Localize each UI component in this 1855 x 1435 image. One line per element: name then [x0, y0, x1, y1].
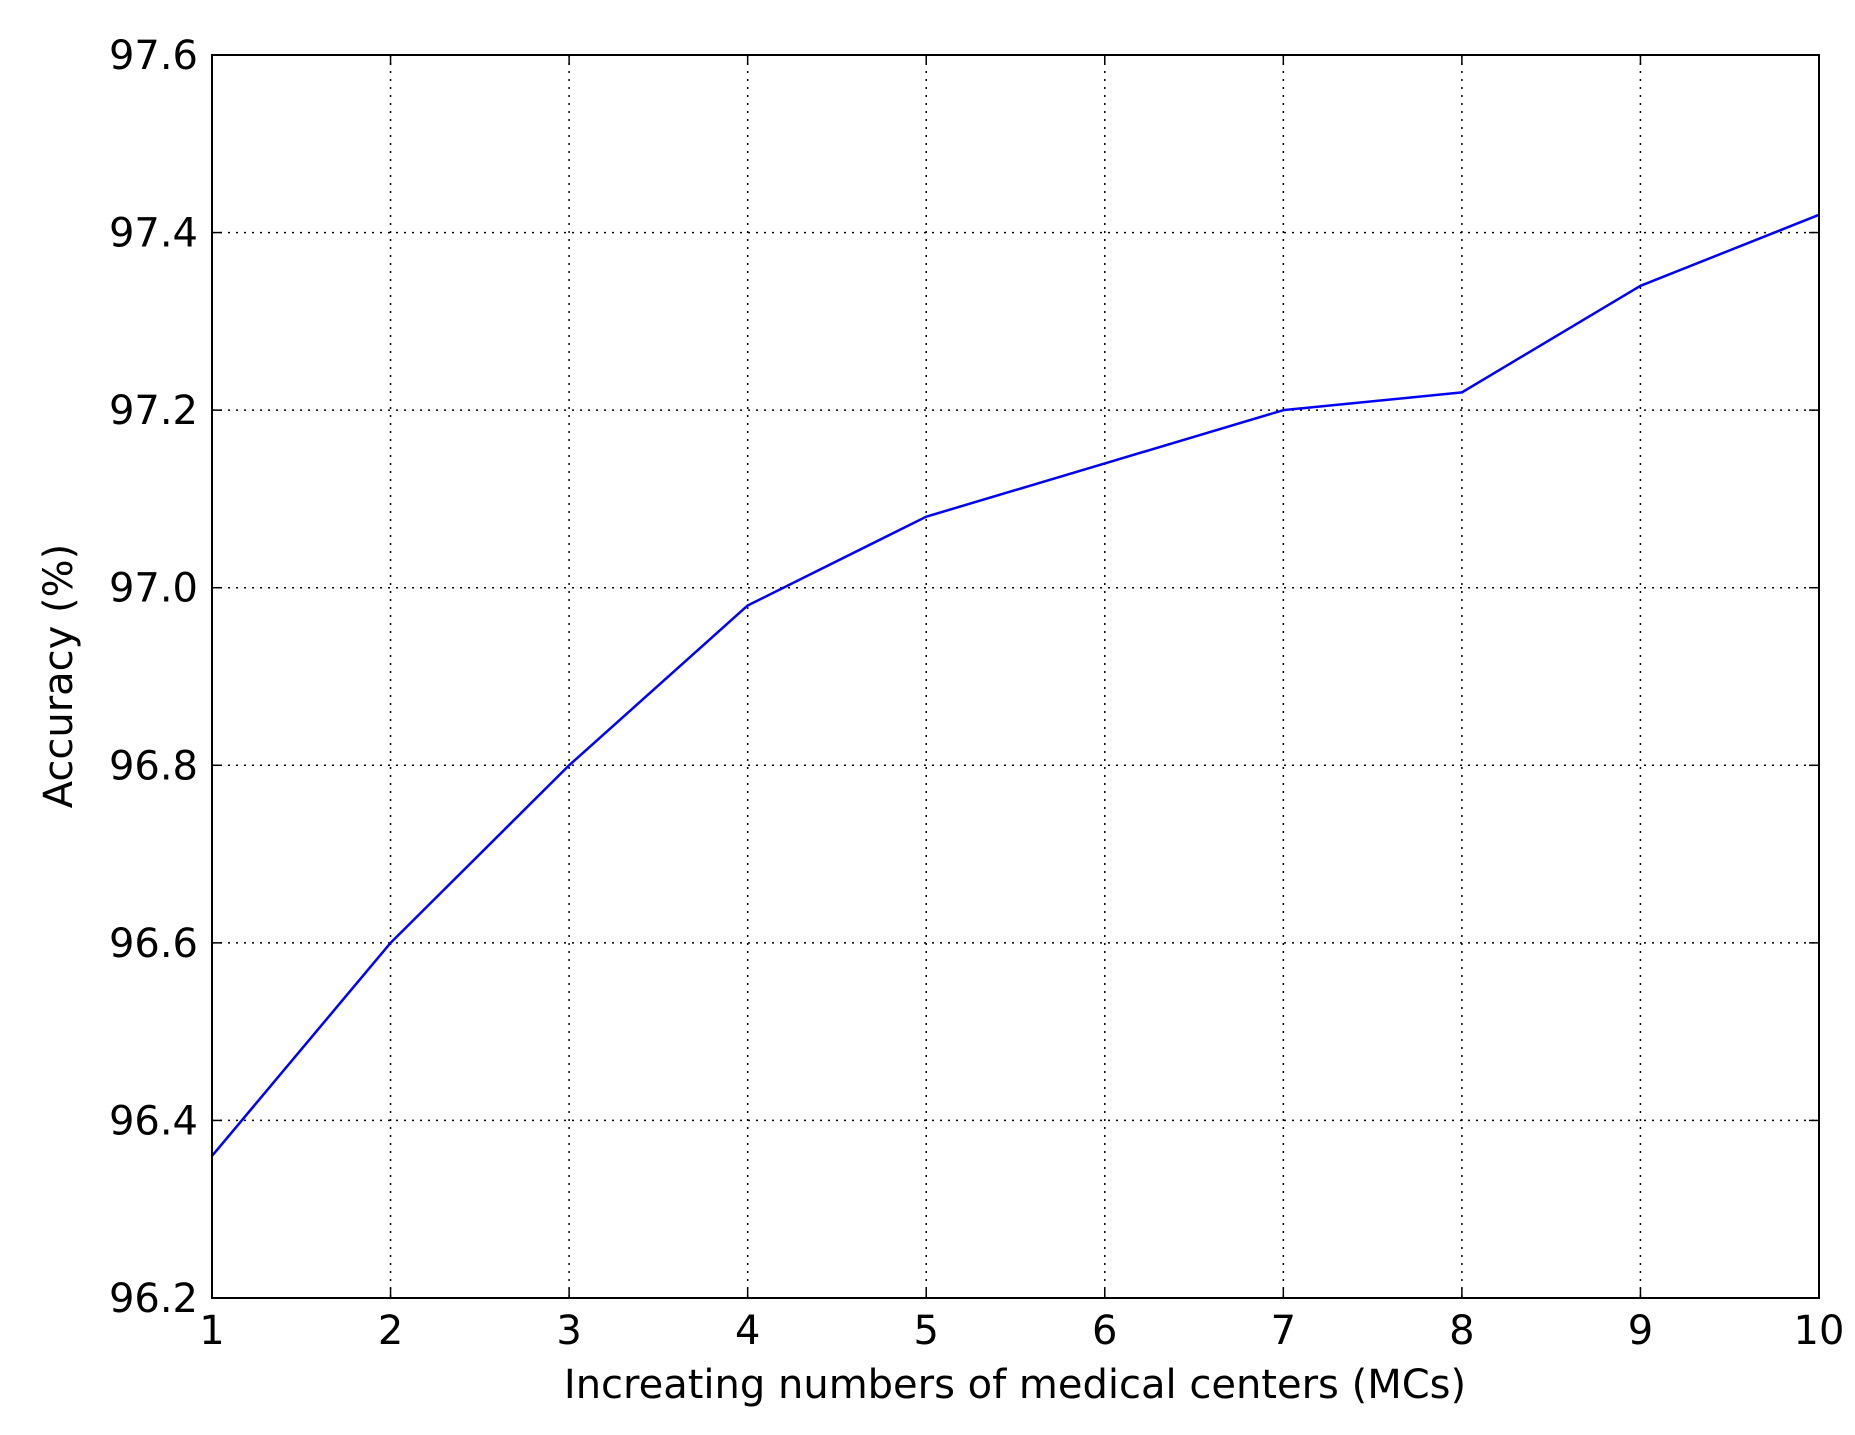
x-tick-label: 4	[735, 1308, 760, 1354]
x-tick-label: 1	[199, 1308, 224, 1354]
y-tick-label: 97.4	[109, 211, 198, 257]
y-axis-label: Accuracy (%)	[36, 544, 82, 809]
x-tick-label: 5	[913, 1308, 938, 1354]
plot-frame	[211, 54, 1820, 1299]
x-tick-label: 10	[1794, 1308, 1845, 1354]
x-tick-label: 6	[1092, 1308, 1117, 1354]
y-tick-label: 96.2	[109, 1276, 198, 1322]
y-tick-label: 96.8	[109, 743, 198, 789]
y-tick-label: 96.4	[109, 1098, 198, 1144]
x-tick-label: 8	[1449, 1308, 1474, 1354]
y-tick-label: 97.0	[109, 566, 198, 612]
data-line	[211, 213, 1820, 1157]
x-tick-label: 7	[1271, 1308, 1296, 1354]
y-tick-label: 96.6	[109, 921, 198, 967]
y-tick-label: 97.6	[109, 33, 198, 79]
y-tick-label: 97.2	[109, 388, 198, 434]
x-axis-label: Increating numbers of medical centers (M…	[564, 1362, 1466, 1408]
x-tick-label: 9	[1628, 1308, 1653, 1354]
x-tick-label: 3	[556, 1308, 581, 1354]
x-tick-label: 2	[378, 1308, 403, 1354]
